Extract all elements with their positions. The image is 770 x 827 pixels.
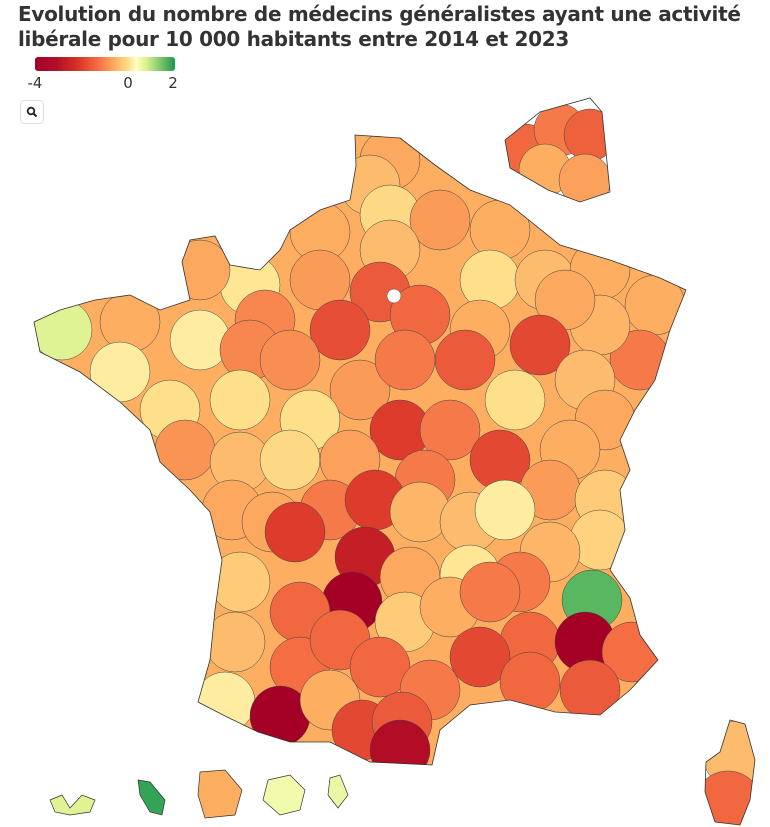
department-region[interactable] bbox=[329, 359, 391, 421]
mayotte-region[interactable] bbox=[327, 774, 349, 809]
department-region[interactable] bbox=[469, 199, 531, 261]
department-region[interactable] bbox=[89, 341, 151, 403]
department-region[interactable] bbox=[484, 369, 546, 431]
department-region[interactable] bbox=[169, 309, 231, 371]
department-region[interactable] bbox=[449, 626, 511, 688]
legend-color-bar bbox=[35, 57, 175, 71]
department-region[interactable] bbox=[434, 329, 496, 391]
department-region[interactable] bbox=[309, 299, 371, 361]
idf-inset-outline bbox=[504, 97, 611, 203]
martinique-region[interactable] bbox=[137, 779, 166, 816]
color-legend: -4 0 2 bbox=[28, 57, 178, 92]
department-region[interactable] bbox=[419, 399, 481, 461]
department-region[interactable] bbox=[509, 314, 571, 376]
reunion-region[interactable] bbox=[262, 774, 306, 816]
department-region[interactable] bbox=[374, 329, 436, 391]
department-region[interactable] bbox=[389, 481, 451, 543]
department-region[interactable] bbox=[264, 501, 326, 563]
map-title: Evolution du nombre de médecins générali… bbox=[18, 2, 741, 51]
zoom-button[interactable] bbox=[20, 100, 44, 124]
department-region[interactable] bbox=[259, 329, 321, 391]
legend-tick-min: -4 bbox=[27, 74, 43, 92]
france-outline bbox=[33, 134, 687, 766]
department-region[interactable] bbox=[369, 719, 431, 780]
department-region[interactable] bbox=[474, 479, 536, 541]
department-region[interactable] bbox=[459, 249, 521, 311]
department-region[interactable] bbox=[559, 659, 621, 721]
department-region[interactable] bbox=[409, 189, 471, 251]
guadeloupe-region[interactable] bbox=[49, 794, 96, 816]
guyane-region[interactable] bbox=[197, 769, 243, 819]
legend-tick-zero: 0 bbox=[123, 74, 133, 92]
paris-region bbox=[386, 288, 402, 304]
department-region[interactable] bbox=[154, 419, 216, 481]
idf-inset-group bbox=[505, 103, 616, 206]
legend-tick-max: 2 bbox=[168, 74, 178, 92]
idf-department[interactable] bbox=[558, 153, 611, 206]
department-region[interactable] bbox=[624, 274, 686, 336]
department-region[interactable] bbox=[349, 636, 411, 698]
department-region[interactable] bbox=[499, 651, 561, 713]
department-region[interactable] bbox=[209, 369, 271, 431]
department-region[interactable] bbox=[459, 561, 521, 623]
idf-department[interactable] bbox=[563, 108, 616, 162]
corse-outline bbox=[704, 719, 756, 826]
department-region[interactable] bbox=[99, 291, 161, 353]
department-region[interactable] bbox=[32, 299, 93, 361]
department-region[interactable] bbox=[169, 239, 231, 301]
search-icon bbox=[26, 106, 38, 118]
department-region[interactable] bbox=[259, 429, 321, 491]
